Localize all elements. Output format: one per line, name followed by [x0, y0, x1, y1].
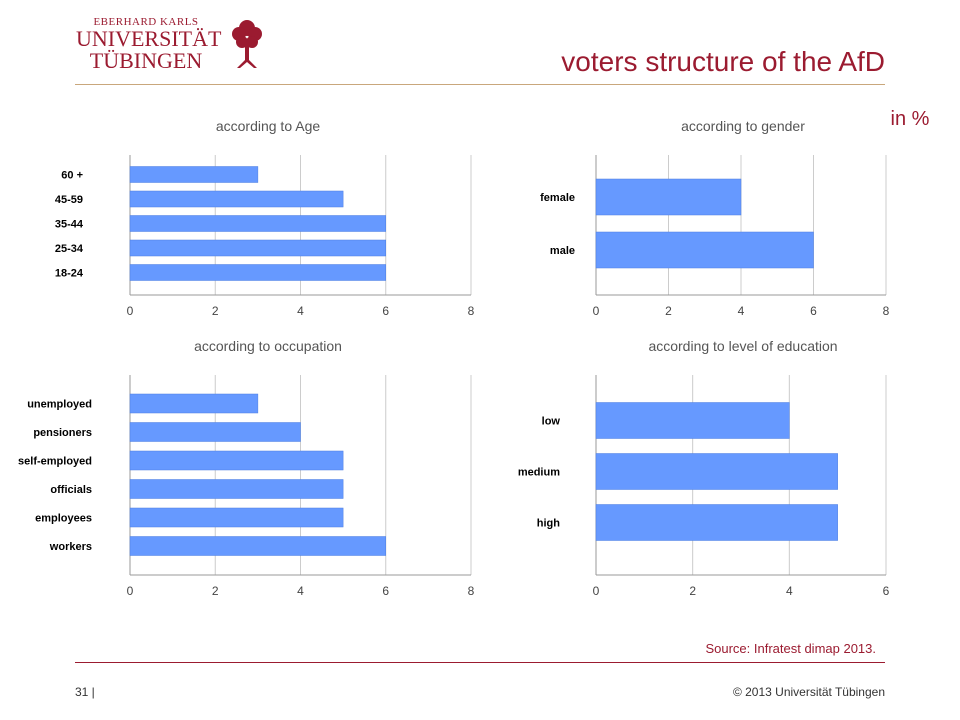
- bar: [129, 264, 386, 281]
- category-label: officials: [50, 484, 92, 496]
- bar: [595, 178, 742, 216]
- page-title: voters structure of the AfD: [561, 46, 885, 77]
- x-tick-label: 4: [738, 304, 745, 318]
- category-label: pensioners: [33, 427, 92, 439]
- bar: [129, 536, 386, 556]
- x-tick-label: 6: [883, 584, 890, 598]
- chart-title: according to level of education: [648, 338, 837, 354]
- bar: [129, 215, 386, 232]
- chart-education: according to level of education 0 2 4 6 low me…: [518, 338, 890, 598]
- x-tick-label: 8: [468, 584, 475, 598]
- x-tick-label: 6: [810, 304, 817, 318]
- footer-divider: [75, 662, 885, 663]
- category-label: self-employed: [18, 456, 92, 468]
- category-label: male: [550, 245, 575, 257]
- x-tick-label: 8: [468, 304, 475, 318]
- x-tick-label: 2: [665, 304, 672, 318]
- chart-title: according to Age: [216, 118, 321, 134]
- source-note: Source: Infratest dimap 2013.: [705, 641, 876, 656]
- category-label: 18-24: [55, 268, 84, 280]
- bar: [129, 190, 344, 208]
- category-label: unemployed: [27, 399, 92, 411]
- bar: [129, 479, 344, 499]
- bar: [595, 231, 814, 269]
- bar: [595, 402, 790, 439]
- bar: [129, 450, 344, 471]
- header-divider: [75, 84, 885, 85]
- category-label: 25-34: [55, 243, 84, 255]
- page-number: 31 |: [75, 685, 95, 699]
- tree-icon: [232, 20, 262, 68]
- logo-line-3: TÜBINGEN: [89, 48, 203, 73]
- category-label: female: [540, 192, 575, 204]
- x-tick-label: 8: [883, 304, 890, 318]
- logo-line-1: EBERHARD KARLS: [93, 16, 199, 28]
- x-tick-label: 6: [382, 584, 389, 598]
- x-tick-label: 2: [212, 304, 219, 318]
- category-label: medium: [518, 467, 560, 479]
- x-tick-label: 0: [127, 304, 134, 318]
- category-label: 45-59: [55, 194, 83, 206]
- unit-label: in %: [890, 108, 930, 130]
- x-tick-label: 2: [689, 584, 696, 598]
- logo-line-2: UNIVERSITÄT: [76, 26, 222, 51]
- x-tick-label: 4: [786, 584, 793, 598]
- chart-age: according to Age 0 2 4 6 8 60 + 45-59 35-44 25-34…: [55, 118, 475, 318]
- bar: [129, 507, 344, 528]
- x-tick-label: 4: [297, 304, 304, 318]
- chart-title: according to gender: [681, 118, 805, 134]
- x-tick-label: 4: [297, 584, 304, 598]
- category-label: 60 +: [61, 170, 83, 182]
- category-label: employees: [35, 513, 92, 525]
- category-label: 35-44: [55, 219, 84, 231]
- category-label: low: [542, 416, 561, 428]
- x-tick-label: 0: [593, 304, 600, 318]
- bar: [129, 422, 301, 442]
- x-tick-label: 0: [127, 584, 134, 598]
- x-tick-label: 6: [382, 304, 389, 318]
- category-label: workers: [49, 541, 92, 553]
- bar: [129, 166, 259, 183]
- bar: [595, 504, 838, 541]
- x-tick-label: 2: [212, 584, 219, 598]
- bar: [129, 393, 259, 414]
- copyright: © 2013 Universität Tübingen: [732, 685, 885, 699]
- chart-occupation: according to occupation 0 2 4 6 8 unemployed pe…: [18, 338, 475, 598]
- bar: [595, 453, 838, 490]
- chart-title: according to occupation: [194, 338, 342, 354]
- bar: [129, 239, 386, 257]
- university-logo: EBERHARD KARLS UNIVERSITÄT TÜBINGEN: [70, 14, 280, 74]
- x-tick-label: 0: [593, 584, 600, 598]
- category-label: high: [537, 518, 560, 530]
- chart-gender: according to gender 0 2 4 6 8 female male: [540, 118, 890, 318]
